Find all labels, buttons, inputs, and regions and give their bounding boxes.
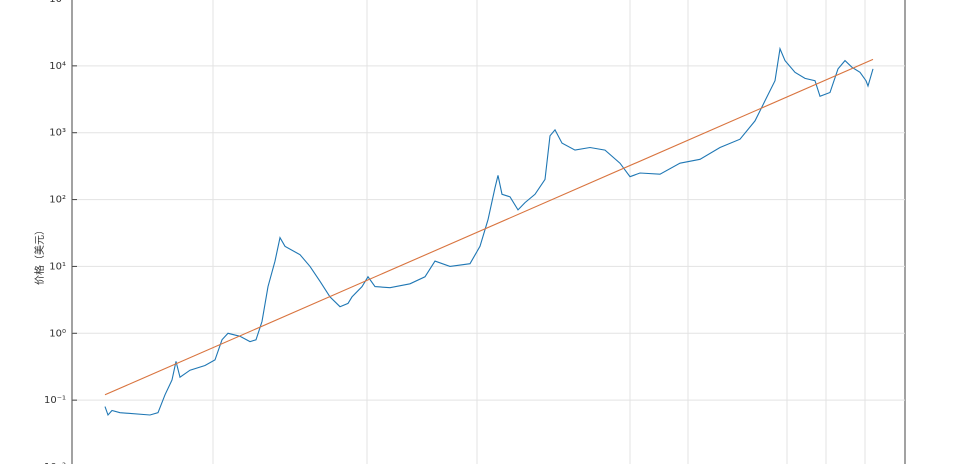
y-tick-label: 10⁴	[49, 61, 66, 72]
line	[104, 46, 874, 417]
y-tick-label: 10⁻²	[44, 462, 66, 464]
line	[104, 58, 874, 396]
y-tick-label: 10²	[49, 195, 66, 206]
y-axis-label: 价格（美元）	[33, 225, 46, 285]
y-tick-label: 10¹	[49, 261, 66, 272]
y-tick-label: 10⁵	[49, 0, 66, 5]
y-tick-label: 10⁰	[49, 328, 66, 339]
y-tick-label: 10³	[49, 128, 66, 139]
y-tick-label: 10⁻¹	[44, 395, 66, 406]
